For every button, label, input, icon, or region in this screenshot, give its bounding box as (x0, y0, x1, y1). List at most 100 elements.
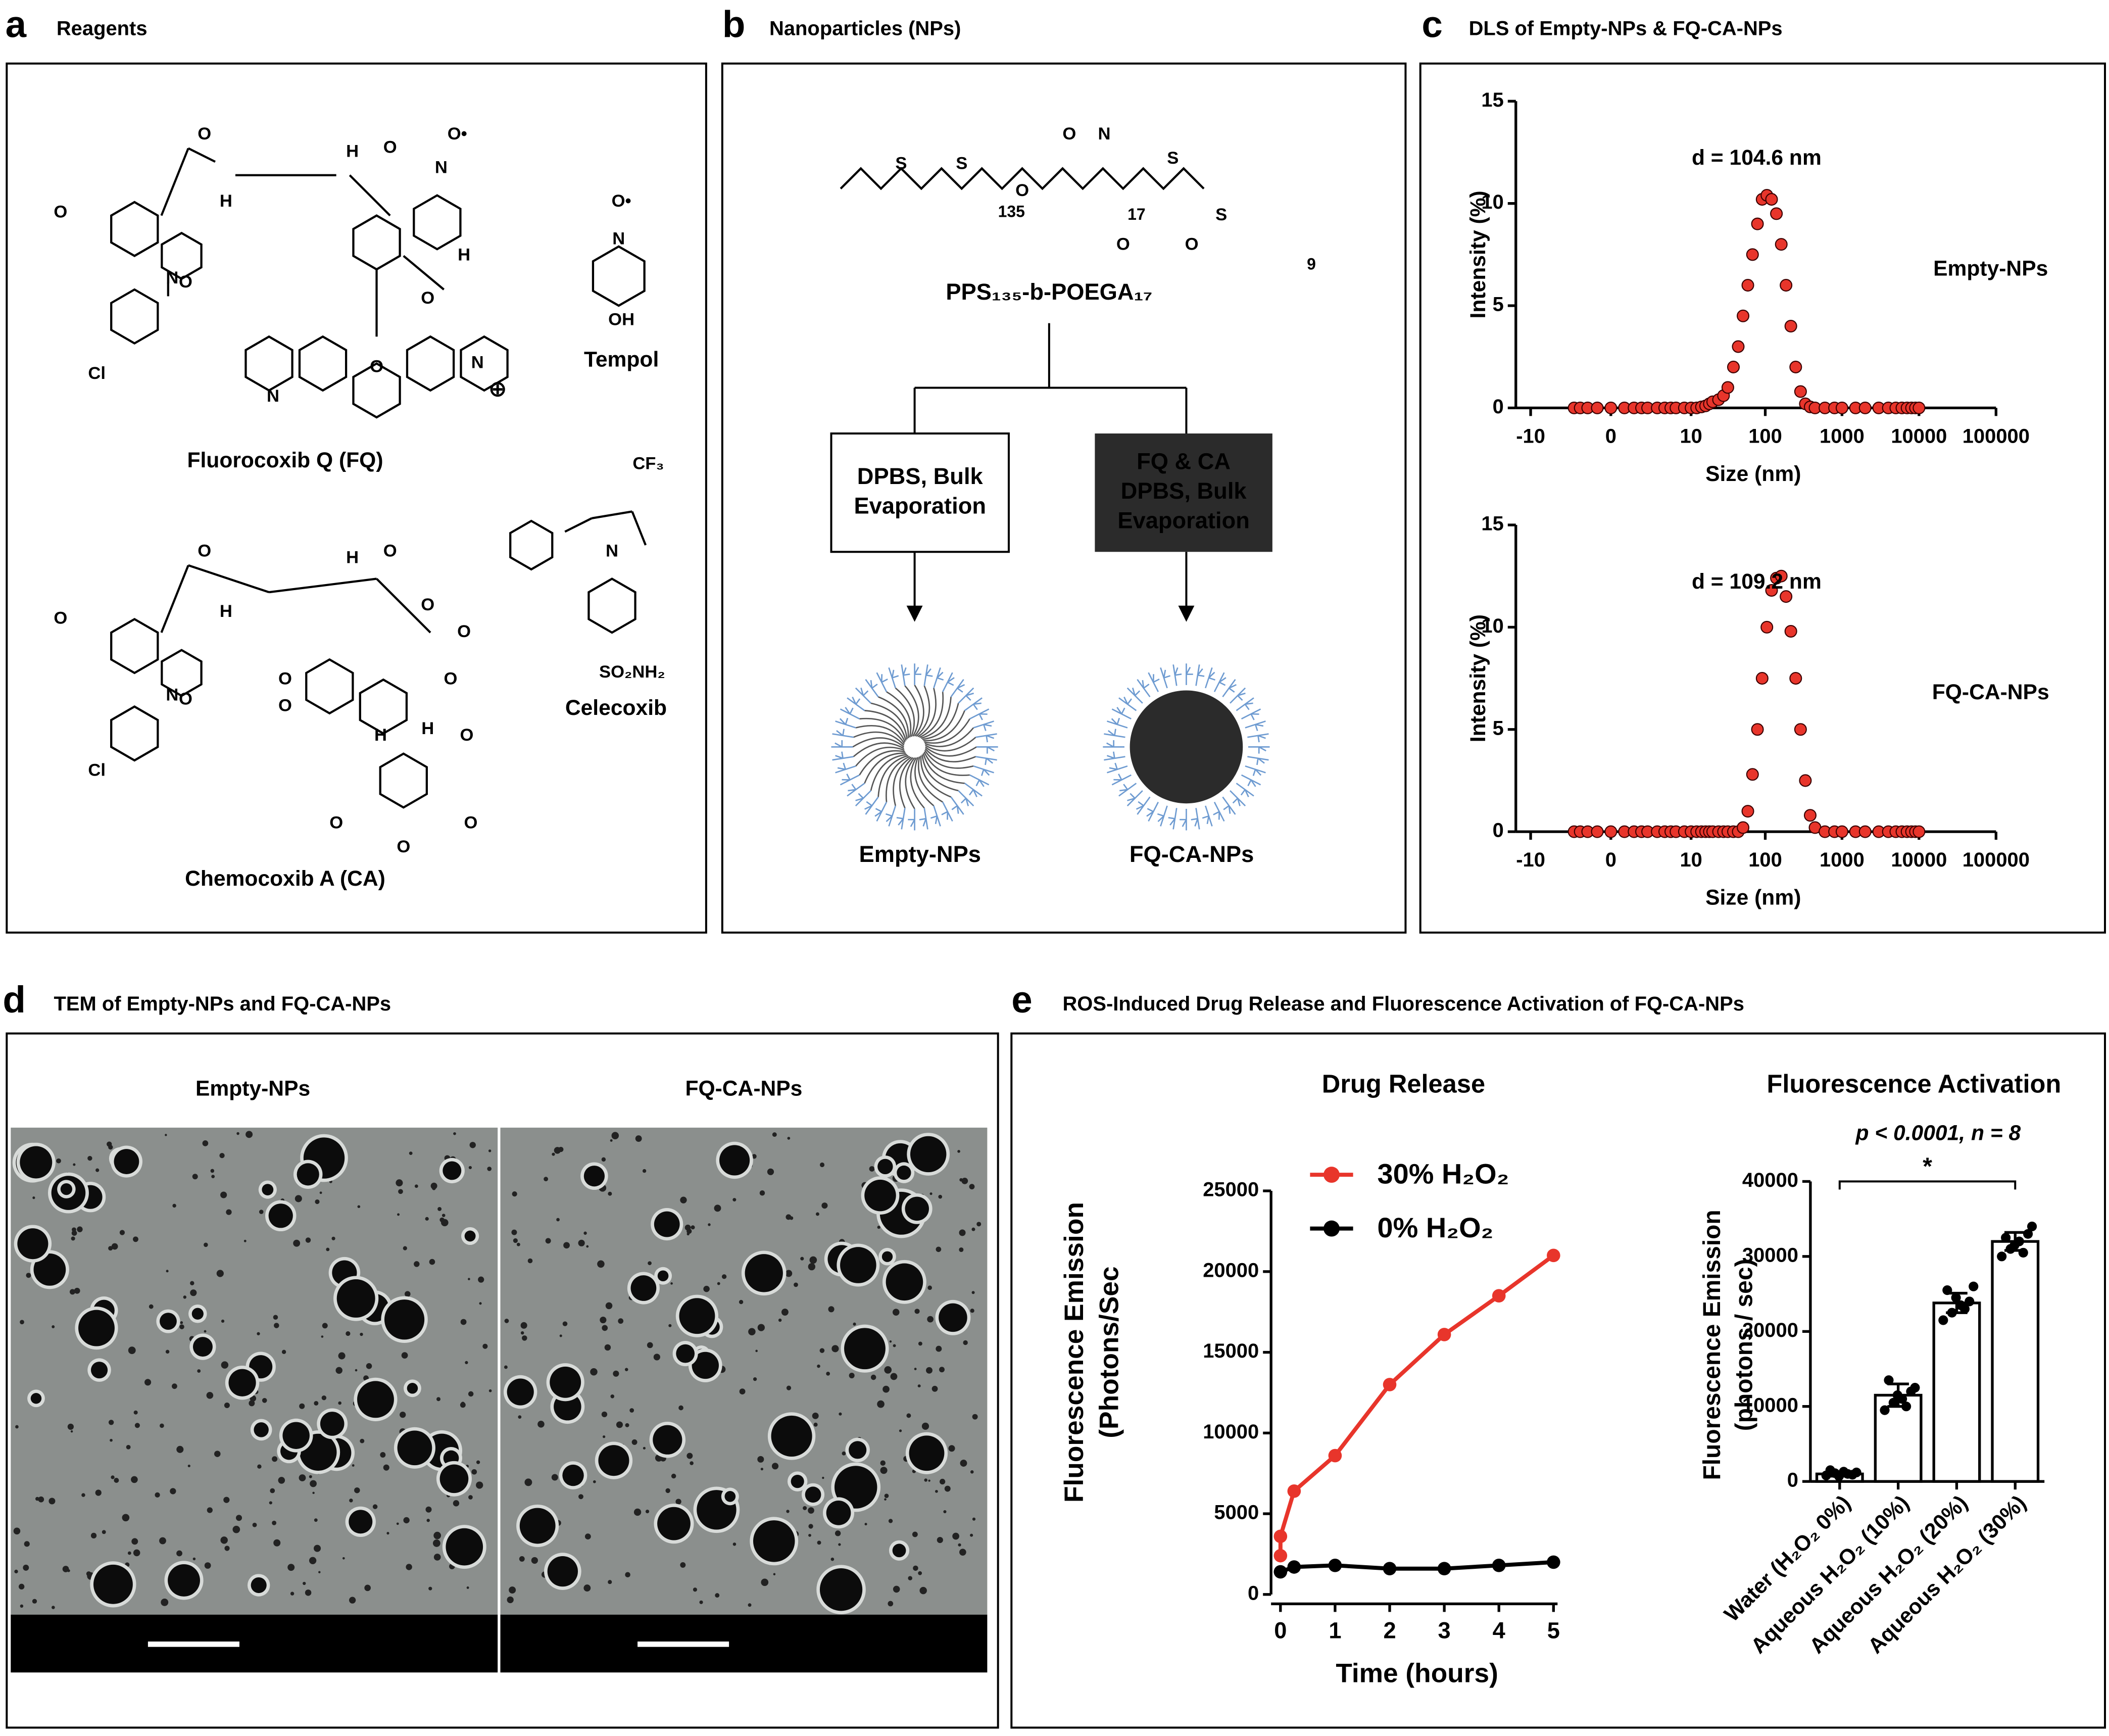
tem-pore (403, 1517, 410, 1524)
peg-brush (1118, 783, 1137, 797)
polymer-chain (924, 718, 970, 744)
tem-pore (360, 1438, 365, 1443)
tem-particle (507, 1378, 534, 1406)
polymer-chain (914, 757, 935, 806)
tem-pore (32, 1196, 35, 1199)
tem-pore (554, 1147, 561, 1154)
tem-pore (944, 1485, 951, 1492)
tem-pore (893, 1344, 896, 1347)
tem-particle (771, 1415, 812, 1457)
tem-pore (269, 1501, 272, 1505)
bond (349, 174, 391, 217)
bond (592, 510, 632, 519)
tem-pore (414, 1184, 418, 1188)
tem-pore (119, 1230, 125, 1235)
polymer-chain (878, 696, 909, 739)
tem-pore (772, 1132, 777, 1137)
tem-pore (556, 1218, 560, 1222)
tem-particle (320, 1412, 345, 1436)
panel-c-frame (1419, 62, 2106, 934)
x-tick-label: 1000 (1820, 425, 1865, 448)
tem-pore (794, 1282, 798, 1287)
peg-brush (973, 720, 995, 732)
atom-label: O (198, 541, 211, 560)
atom-label: SO₂NH₂ (599, 662, 665, 682)
tem-pore (398, 1189, 403, 1194)
tem-particle (297, 1163, 319, 1186)
tem-pore (126, 1444, 131, 1450)
tem-particle (724, 1491, 736, 1502)
tem-pore (877, 1400, 885, 1408)
tem-pore (721, 1274, 727, 1279)
peg-brush (1247, 756, 1269, 765)
tem-pore (355, 1369, 358, 1372)
peg-brush (1245, 765, 1266, 776)
legend-label: 0% H₂O₂ (1378, 1212, 1494, 1243)
tem-pore (578, 1494, 583, 1500)
tem-pore (433, 1531, 442, 1539)
tem-pore (81, 1493, 85, 1497)
peg-brush (964, 697, 983, 711)
atom-label: S (1167, 149, 1179, 168)
tem-pore (957, 1150, 960, 1153)
tem-particle (446, 1528, 483, 1566)
replicate-point (1997, 1251, 2007, 1262)
atom-label: Cl (88, 364, 106, 383)
tem-particle (191, 1308, 204, 1320)
tem-pore (272, 1456, 278, 1462)
legend-marker (1323, 1220, 1340, 1237)
atom-label: H (220, 191, 232, 211)
tem-pore (204, 1562, 211, 1569)
tem-pore (160, 1423, 164, 1428)
tem-pore (252, 1522, 257, 1527)
tem-pore (633, 1508, 642, 1516)
tem-pore (161, 1598, 169, 1606)
tem-pore (131, 1476, 138, 1483)
data-point (1547, 1248, 1560, 1263)
tem-pore (817, 1540, 821, 1545)
compound-name: Celecoxib (565, 696, 667, 720)
peg-brush (941, 801, 953, 822)
atom-label: O (278, 696, 292, 715)
x-tick-label: -10 (1516, 425, 1545, 448)
y-axis-label: (Photons/Sec (1094, 1266, 1124, 1438)
tem-pore (642, 1169, 647, 1173)
atom-label: N (1098, 124, 1111, 143)
peg-brush (973, 765, 995, 776)
data-point (1760, 620, 1774, 634)
x-tick-label: 10000 (1891, 849, 1947, 871)
tem-particle (443, 1161, 462, 1180)
box-text: Evaporation (854, 493, 986, 518)
tem-pore (752, 1154, 757, 1159)
data-point (1780, 279, 1793, 292)
tem-pore (310, 1480, 317, 1487)
atom-label: H (220, 602, 232, 621)
tem-particle (336, 1279, 375, 1318)
tem-pore (899, 1429, 902, 1432)
tem-pore (414, 1261, 420, 1267)
tem-pore (71, 1230, 77, 1236)
tem-pore (583, 1584, 591, 1592)
tem-particle (719, 1145, 750, 1176)
tem-pore (927, 1285, 932, 1290)
tem-pore (67, 1423, 74, 1430)
data-point (1604, 825, 1617, 838)
tem-pore (808, 1507, 814, 1514)
tem-particle (834, 1466, 877, 1509)
tem-pore (597, 1260, 605, 1268)
tem-pore (800, 1257, 804, 1261)
tem-pore (466, 1586, 469, 1589)
tem-pore (110, 1438, 113, 1442)
chart-title: Drug Release (1322, 1070, 1485, 1098)
replicate-point (1888, 1397, 1898, 1408)
tem-particle (819, 1568, 863, 1611)
tem-pore (14, 1569, 18, 1574)
peg-brush (847, 696, 865, 711)
tem-particle (910, 1136, 947, 1173)
peg-brush (1107, 762, 1128, 774)
ring (161, 231, 203, 280)
tem-pore (460, 1319, 467, 1325)
tem-pore (545, 1238, 551, 1244)
tem-pore (888, 1519, 893, 1523)
